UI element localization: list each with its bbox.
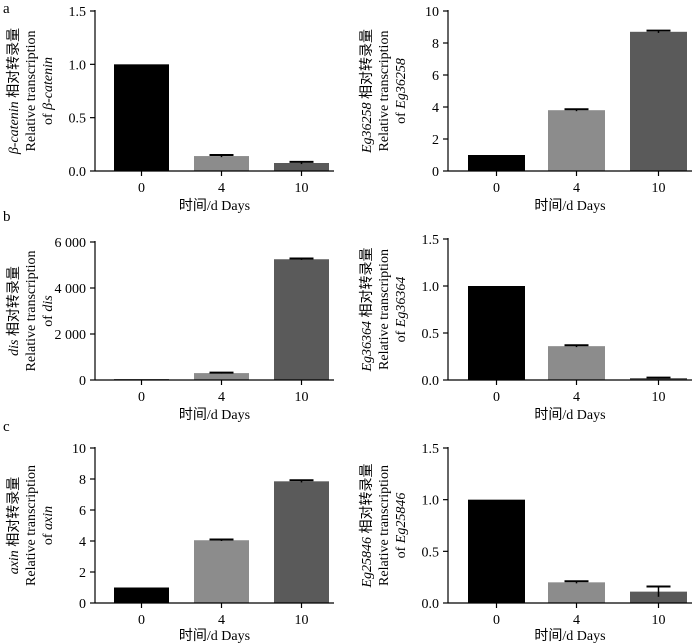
y-tick-label: 1.5 bbox=[422, 442, 440, 457]
y-axis-label-line-1: Eg25846 相对转录量 bbox=[359, 463, 375, 588]
bar-10d bbox=[274, 259, 329, 380]
y-axis-label-line-2: Relative transcription bbox=[24, 465, 39, 586]
chart-6: 0.0 0.5 1.0 1.5 0 4 10 时间/d Days Eg25846 相对转录量 Re… bbox=[359, 442, 692, 643]
x-axis-label: 时间/d Days bbox=[534, 198, 605, 214]
y-tick-label: 10 bbox=[425, 5, 439, 20]
y-axis-label-line-2: Relative transcription bbox=[24, 251, 39, 372]
y-axis-label-line-2: Relative transcription bbox=[24, 31, 39, 152]
y-axis-label-line-2: Relative transcription bbox=[377, 249, 392, 370]
bar-0d bbox=[114, 64, 169, 171]
panel-label-c: c bbox=[3, 419, 10, 435]
bar-10d bbox=[630, 378, 687, 380]
y-tick-label: 4 bbox=[432, 101, 439, 116]
y-tick-label: 2 bbox=[79, 566, 86, 581]
bar-4d bbox=[194, 156, 249, 171]
y-tick-label: 6 bbox=[79, 504, 86, 519]
x-tick-label: 4 bbox=[218, 390, 225, 405]
y-tick-label: 8 bbox=[79, 473, 86, 488]
chart-4: 0.0 0.5 1.0 1.5 0 4 10 时间/d Days Eg36364 相对转录量 Re… bbox=[359, 233, 692, 423]
y-tick-label: 1.5 bbox=[69, 5, 87, 20]
x-tick-label: 4 bbox=[218, 181, 225, 196]
panel-label-a: a bbox=[3, 1, 10, 17]
x-tick-label: 0 bbox=[493, 613, 500, 628]
bar-4d bbox=[548, 582, 605, 603]
x-tick-label: 10 bbox=[295, 613, 309, 628]
chart-1: 0.0 0.5 1.0 1.5 0 4 10 时间/d Days β-catenin 相对转录量… bbox=[6, 5, 334, 214]
y-axis-label-line-1: Eg36258 相对转录量 bbox=[359, 29, 375, 154]
bar-4d bbox=[548, 110, 605, 171]
bar-4d bbox=[548, 346, 605, 380]
x-tick-label: 0 bbox=[138, 390, 145, 405]
bar-0d bbox=[468, 286, 525, 380]
y-tick-label: 0.0 bbox=[422, 374, 440, 389]
y-tick-label: 4 bbox=[79, 535, 86, 550]
y-axis-label-line-1: β-catenin 相对转录量 bbox=[6, 28, 22, 155]
x-axis-label: 时间/d Days bbox=[179, 628, 250, 643]
bar-4d bbox=[194, 540, 249, 603]
y-axis-label-line-1: dis 相对转录量 bbox=[6, 266, 22, 356]
y-tick-label: 0 bbox=[79, 374, 86, 389]
y-tick-label: 0 bbox=[79, 597, 86, 612]
y-tick-label: 1.0 bbox=[422, 494, 440, 509]
bar-10d bbox=[630, 31, 687, 171]
y-tick-label: 8 bbox=[432, 37, 439, 52]
y-axis-label-line-1: axin 相对转录量 bbox=[6, 477, 22, 575]
x-axis-label: 时间/d Days bbox=[179, 407, 250, 423]
x-axis-label: 时间/d Days bbox=[179, 198, 250, 214]
y-tick-label: 0.0 bbox=[422, 597, 440, 612]
bar-4d bbox=[194, 373, 249, 380]
y-tick-label: 0 bbox=[432, 165, 439, 180]
y-tick-label: 6 bbox=[432, 69, 439, 84]
y-axis-label-line-2: Relative transcription bbox=[377, 31, 392, 152]
y-tick-label: 0.0 bbox=[69, 165, 87, 180]
bar-10d bbox=[274, 163, 329, 171]
x-tick-label: 0 bbox=[493, 181, 500, 196]
y-tick-label: 0.5 bbox=[69, 112, 87, 127]
y-axis-label-line-3: of dis bbox=[41, 295, 56, 327]
bar-0d bbox=[468, 499, 525, 603]
x-tick-label: 4 bbox=[573, 613, 580, 628]
y-tick-label: 1.5 bbox=[422, 233, 440, 248]
x-axis-label: 时间/d Days bbox=[534, 407, 605, 423]
bar-0d bbox=[114, 587, 169, 603]
chart-3: 0 2 000 4 000 6 000 0 4 10 时间/d Days dis 相对转录量 Re… bbox=[6, 236, 334, 423]
y-tick-label: 1.0 bbox=[69, 58, 87, 73]
charts-group: 0.0 0.5 1.0 1.5 0 4 10 时间/d Days β-catenin 相对转录量… bbox=[6, 5, 692, 643]
bar-0d bbox=[468, 155, 525, 171]
bar-10d bbox=[630, 591, 687, 603]
y-tick-label: 0.5 bbox=[422, 327, 440, 342]
y-axis-label-line-3: of Eg36258 bbox=[394, 58, 409, 124]
y-axis-label-line-3: of Eg25846 bbox=[394, 493, 409, 559]
x-tick-label: 0 bbox=[138, 613, 145, 628]
y-tick-label: 1.0 bbox=[422, 280, 440, 295]
y-tick-label: 10 bbox=[72, 442, 86, 457]
y-axis-label-line-2: Relative transcription bbox=[377, 465, 392, 586]
y-axis-label-line-3: of axin bbox=[41, 506, 56, 545]
chart-2: 0 2 4 6 8 10 0 4 10 时间/d Days Eg36258 相对转录量 Relativ… bbox=[359, 5, 692, 214]
x-axis-label: 时间/d Days bbox=[534, 628, 605, 643]
x-tick-label: 4 bbox=[573, 181, 580, 196]
x-tick-label: 0 bbox=[138, 181, 145, 196]
bar-10d bbox=[274, 481, 329, 603]
y-tick-label: 0.5 bbox=[422, 545, 440, 560]
x-tick-label: 0 bbox=[493, 390, 500, 405]
x-tick-label: 10 bbox=[652, 181, 666, 196]
y-axis-label-line-3: of β-catenin bbox=[41, 57, 56, 125]
y-tick-label: 2 bbox=[432, 133, 439, 148]
x-tick-label: 10 bbox=[652, 390, 666, 405]
x-tick-label: 4 bbox=[218, 613, 225, 628]
x-tick-label: 10 bbox=[652, 613, 666, 628]
x-tick-label: 10 bbox=[295, 390, 309, 405]
y-tick-label: 4 000 bbox=[55, 282, 87, 297]
y-axis-label-line-3: of Eg36364 bbox=[394, 277, 409, 343]
chart-5: 0 2 4 6 8 10 0 4 10 时间/d Days axin 相对转录量 Relative t… bbox=[6, 442, 334, 643]
panel-label-b: b bbox=[3, 209, 11, 225]
y-tick-label: 6 000 bbox=[55, 236, 87, 251]
y-axis-label-line-1: Eg36364 相对转录量 bbox=[359, 247, 375, 372]
x-tick-label: 10 bbox=[295, 181, 309, 196]
x-tick-label: 4 bbox=[573, 390, 580, 405]
y-tick-label: 2 000 bbox=[55, 328, 87, 343]
